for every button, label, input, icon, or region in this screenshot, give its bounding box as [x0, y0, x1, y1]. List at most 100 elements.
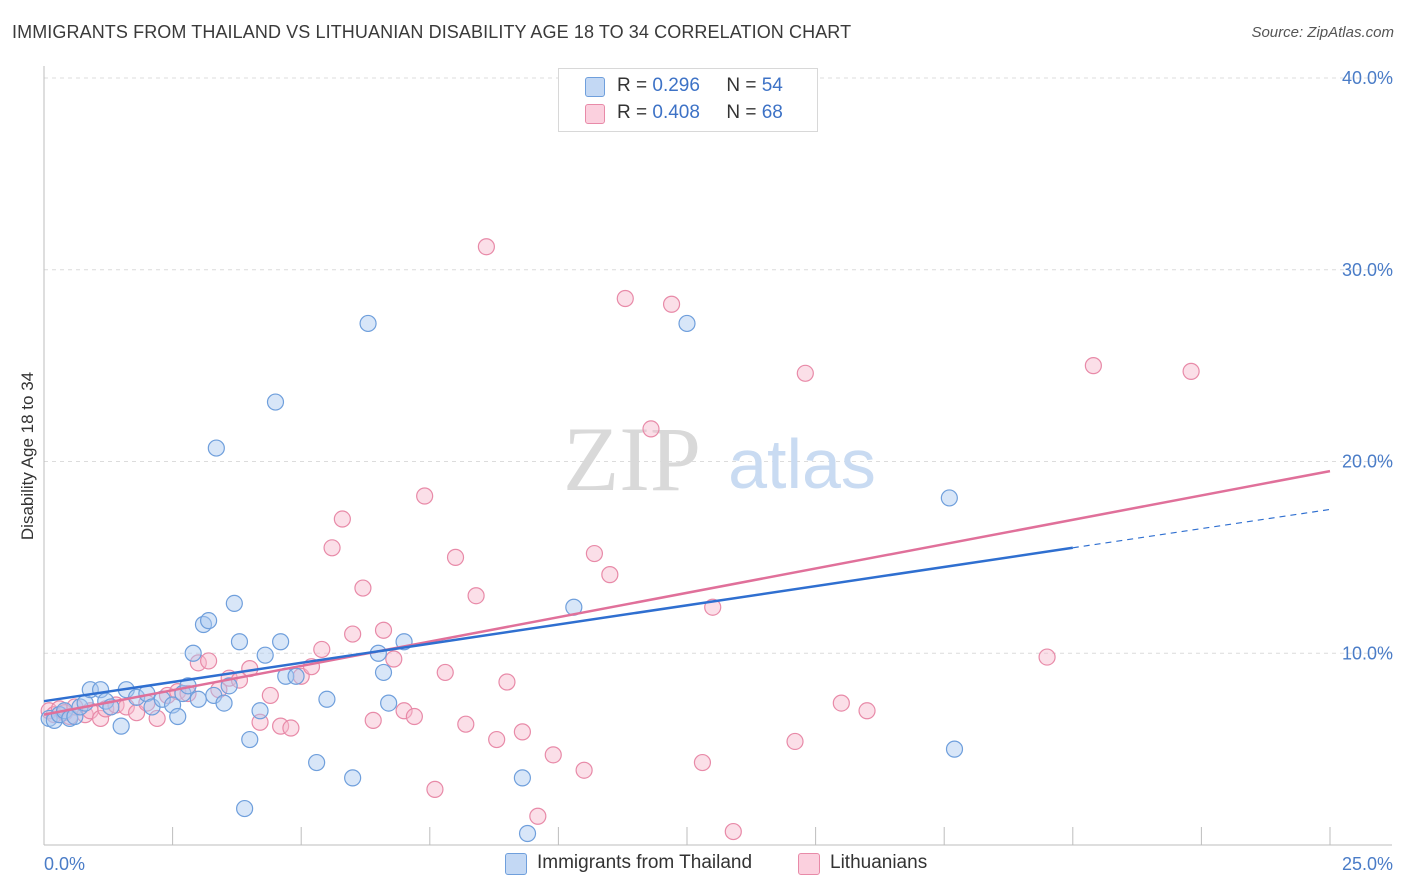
point-series2-19 — [200, 652, 218, 670]
point-series2-30 — [313, 640, 331, 659]
point-series2-33 — [344, 625, 362, 643]
point-series2-41 — [426, 780, 444, 798]
series-thailand-points — [40, 314, 964, 843]
legend-r-label-1: R = — [617, 75, 648, 96]
legend-n-label-2: N = — [726, 102, 757, 123]
y-tick-label-1: 20.0% — [1342, 452, 1393, 472]
bottom-legend-swatch-blue — [505, 853, 527, 875]
point-series2-8 — [91, 709, 110, 728]
point-series2-66 — [1084, 357, 1102, 375]
point-series2-42 — [436, 663, 454, 682]
point-series2-18 — [189, 654, 207, 672]
point-series1-25 — [200, 612, 218, 630]
legend-r-value-1: 0.296 — [652, 75, 700, 96]
point-series2-59 — [724, 822, 742, 841]
point-series2-37 — [385, 650, 403, 668]
point-series2-39 — [405, 707, 423, 726]
point-series2-62 — [796, 364, 814, 382]
point-series2-34 — [354, 579, 372, 597]
point-series2-64 — [858, 702, 876, 720]
point-series2-61 — [786, 732, 804, 751]
point-series2-27 — [282, 719, 300, 737]
point-series2-44 — [457, 715, 475, 733]
point-series1-29 — [220, 677, 238, 695]
trend-lines — [43, 469, 1331, 716]
x-tick-label-1: 25.0% — [1342, 854, 1393, 874]
point-series2-36 — [374, 621, 393, 639]
point-series2-32 — [333, 510, 351, 528]
point-series2-65 — [1038, 648, 1056, 666]
tick-labels: 10.0% 20.0% 30.0% 40.0% 0.0% 25.0% — [44, 68, 1393, 874]
point-series1-19 — [169, 707, 187, 726]
point-series1-52 — [236, 799, 254, 818]
legend-n-value-2: 68 — [761, 102, 783, 123]
point-series1-27 — [207, 439, 225, 457]
point-series1-53 — [344, 769, 362, 787]
point-series1-50 — [940, 489, 958, 507]
point-series2-50 — [529, 807, 547, 825]
legend-r-label-2: R = — [617, 102, 648, 123]
point-series2-46 — [477, 238, 495, 256]
point-series2-57 — [662, 295, 681, 313]
point-series1-41 — [359, 314, 377, 333]
legend-n-label-1: N = — [726, 75, 757, 96]
point-series2-48 — [498, 673, 516, 691]
legend-r-value-2: 0.408 — [652, 102, 700, 123]
point-series2-43 — [446, 548, 465, 566]
point-series1-33 — [251, 702, 269, 720]
point-series1-38 — [287, 667, 305, 685]
point-series2-55 — [616, 289, 634, 308]
point-series1-39 — [308, 753, 326, 772]
point-series1-46 — [513, 769, 531, 787]
point-series2-25 — [261, 686, 279, 705]
y-tick-label-2: 30.0% — [1342, 260, 1393, 280]
point-series2-51 — [544, 746, 562, 764]
point-series2-56 — [642, 420, 660, 438]
point-series2-54 — [601, 566, 619, 584]
point-series1-12 — [112, 717, 130, 735]
y-tick-label-3: 40.0% — [1342, 68, 1393, 88]
series-lithuanians-points — [40, 238, 1200, 841]
point-series1-51 — [945, 740, 964, 758]
legend-swatch-pink — [585, 104, 605, 124]
point-series1-22 — [184, 644, 202, 662]
point-series1-49 — [678, 314, 696, 333]
point-series2-26 — [272, 717, 290, 735]
point-series1-30 — [225, 594, 243, 612]
point-series1-35 — [266, 393, 285, 411]
point-series2-47 — [488, 730, 506, 749]
y-axis-label: Disability Age 18 to 34 — [18, 372, 37, 540]
point-series1-36 — [272, 633, 290, 651]
point-series1-32 — [241, 730, 259, 749]
point-series1-34 — [256, 646, 274, 664]
point-series1-40 — [318, 690, 336, 708]
point-series2-35 — [364, 711, 382, 729]
axes — [43, 66, 1392, 846]
bottom-legend-label-thailand: Immigrants from Thailand — [537, 852, 753, 873]
point-series2-58 — [693, 753, 712, 772]
correlation-legend: R = 0.296 N = 54 R = 0.408 N = 68 — [558, 68, 818, 132]
point-series2-31 — [323, 539, 341, 557]
point-series2-40 — [416, 487, 434, 505]
chart-title: IMMIGRANTS FROM THAILAND VS LITHUANIAN D… — [12, 22, 852, 42]
point-series2-67 — [1182, 362, 1200, 380]
trend-line-thailand — [43, 546, 1073, 703]
point-series1-23 — [189, 690, 207, 708]
point-series1-44 — [380, 694, 398, 712]
bottom-legend-label-lithuanians: Lithuanians — [830, 852, 928, 873]
watermark-atlas: atlas — [728, 425, 876, 503]
watermark-zip: ZIP — [563, 408, 701, 510]
point-series1-43 — [374, 663, 393, 682]
y-tick-label-0: 10.0% — [1342, 643, 1393, 663]
point-series1-31 — [230, 633, 249, 651]
bottom-legend-swatch-pink — [798, 853, 820, 875]
point-series1-28 — [215, 694, 233, 712]
point-series2-38 — [395, 702, 413, 720]
legend-n-value-1: 54 — [761, 75, 783, 96]
watermark: ZIP atlas — [563, 408, 876, 510]
legend-swatch-blue — [585, 77, 605, 97]
source-label: Source: ZipAtlas.com — [1251, 24, 1394, 41]
point-series2-49 — [513, 723, 531, 741]
x-tick-label-0: 0.0% — [44, 854, 85, 874]
